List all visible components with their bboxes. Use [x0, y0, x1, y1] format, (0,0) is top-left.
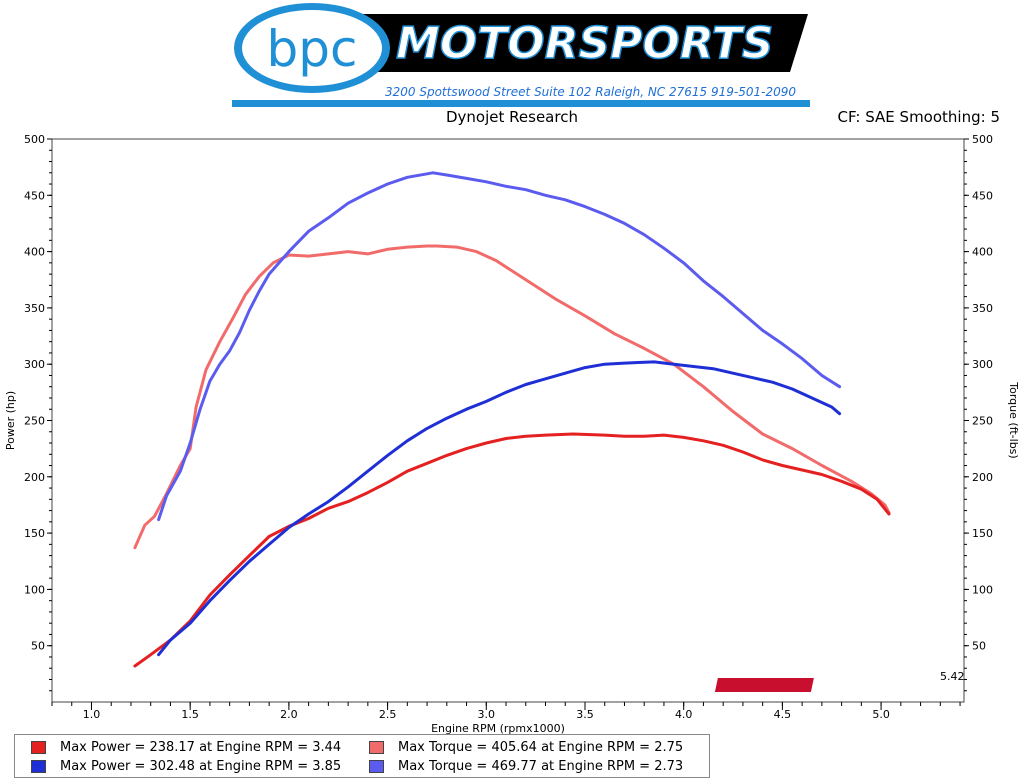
y-right-tick-label: 100 — [972, 583, 993, 596]
legend-item-torque-1: Max Torque = 405.64 at Engine RPM = 2.75 — [369, 737, 683, 757]
series-line-torque1 — [133, 244, 891, 550]
series-line-torque2 — [157, 171, 842, 522]
legend-item-torque-2: Max Torque = 469.77 at Engine RPM = 2.73 — [369, 756, 683, 776]
y-left-tick-label: 300 — [24, 358, 45, 371]
y-right-tick-label: 50 — [972, 640, 986, 653]
y-right-tick-label: 500 — [972, 133, 993, 146]
plot-frame — [51, 138, 965, 703]
y-left-tick-label: 500 — [24, 133, 45, 146]
y-left-tick-label: 200 — [24, 471, 45, 484]
x-tick-label: 3.0 — [478, 708, 496, 721]
y-left-tick-label: 400 — [24, 246, 45, 259]
y-left-axis-label: Power (hp) — [4, 391, 17, 450]
y-left-tick-label: 50 — [31, 640, 45, 653]
dynojet-logo-text: Dynojet — [874, 679, 928, 693]
chart-title: Dynojet Research — [446, 108, 578, 126]
logo-brand-text: MOTORSPORTS — [396, 18, 773, 69]
y-left-tick-label: 450 — [24, 189, 45, 202]
x-tick-label: 3.5 — [576, 708, 594, 721]
legend-text-torque-1: Max Torque = 405.64 at Engine RPM = 2.75 — [398, 739, 684, 755]
logo-bpc-text: bpc — [267, 20, 358, 78]
x-tick-label: 1.5 — [181, 708, 199, 721]
y-right-tick-label: 450 — [972, 189, 993, 202]
dynojet-logo-badge — [714, 678, 814, 692]
axis-labels: 1.0 1.5 2.0 2.5 3.0 3.5 4.0 4.5 5.0 50 50 100 100 150… — [4, 133, 1020, 735]
legend-text-power-2: Max Power = 302.48 at Engine RPM = 3.85 — [60, 758, 342, 774]
y-right-tick-label: 150 — [972, 527, 993, 540]
legend-item-power-2: Max Power = 302.48 at Engine RPM = 3.85 — [31, 756, 341, 776]
y-left-tick-label: 100 — [24, 583, 45, 596]
cf-smoothing-label: CF: SAE Smoothing: 5 — [837, 108, 1000, 126]
series-line-power2 — [157, 360, 842, 657]
header-banner: bpc MOTORSPORTS 3200 Spottswood Street S… — [0, 0, 1024, 110]
y-right-tick-label: 250 — [972, 415, 993, 428]
series — [133, 171, 891, 668]
logo-ellipse-inner — [242, 10, 382, 86]
x-tick-label: 4.5 — [774, 708, 792, 721]
x-tick-label: 2.0 — [280, 708, 298, 721]
bpc-motorsports-logo: bpc MOTORSPORTS 3200 Spottswood Street S… — [232, 3, 810, 107]
y-right-axis-label: Torque (ft-lbs) — [1007, 381, 1020, 458]
logo-address-text: 3200 Spottswood Street Suite 102 Raleigh… — [385, 85, 796, 99]
x-tick-label: 5.0 — [872, 708, 890, 721]
y-right-tick-label: 400 — [972, 246, 993, 259]
version-label: 5.42 — [940, 670, 965, 683]
x-tick-label: 4.0 — [675, 708, 693, 721]
logo-black-bar — [355, 14, 808, 72]
legend-swatch-torque-1 — [369, 740, 384, 754]
legend: Max Power = 238.17 at Engine RPM = 3.44 … — [14, 734, 710, 778]
legend-swatch-torque-2 — [369, 759, 384, 773]
legend-swatch-power-1 — [31, 740, 46, 754]
y-left-tick-label: 350 — [24, 302, 45, 315]
y-left-tick-label: 250 — [24, 415, 45, 428]
x-tick-label: 1.0 — [83, 708, 101, 721]
legend-text-power-1: Max Power = 238.17 at Engine RPM = 3.44 — [60, 739, 342, 755]
legend-text-torque-2: Max Torque = 469.77 at Engine RPM = 2.73 — [398, 758, 684, 774]
y-right-tick-label: 350 — [972, 302, 993, 315]
y-right-tick-label: 200 — [972, 471, 993, 484]
x-axis-label: Engine RPM (rpmx1000) — [431, 722, 565, 735]
logo-underline — [232, 100, 810, 107]
series-line-power1 — [133, 432, 891, 668]
y-right-tick-label: 300 — [972, 358, 993, 371]
legend-item-power-1: Max Power = 238.17 at Engine RPM = 3.44 — [31, 737, 341, 757]
legend-swatch-power-2 — [31, 759, 46, 773]
y-left-tick-label: 150 — [24, 527, 45, 540]
x-tick-label: 2.5 — [379, 708, 397, 721]
